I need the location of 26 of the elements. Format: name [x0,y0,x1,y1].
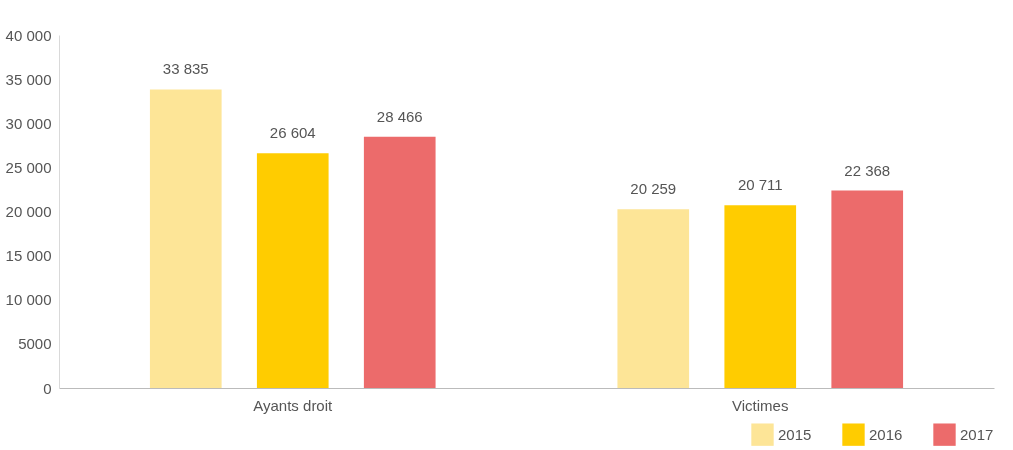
legend-label: 2016 [869,425,903,443]
data-label: 26 604 [269,124,316,142]
legend-label: 2017 [960,425,994,443]
x-tick-label: Ayants droit [253,396,334,414]
y-tick-label: 0 [43,379,52,397]
y-tick-label: 30 000 [5,114,52,132]
data-label: 20 711 [737,176,783,194]
data-label: 33 835 [162,60,209,78]
y-tick-label: 15 000 [5,247,52,265]
y-tick-label: 25 000 [5,158,52,176]
data-label: 20 259 [630,180,677,198]
bar [831,190,904,388]
y-tick-label: 20 000 [5,203,52,220]
data-label: 22 368 [844,161,891,179]
y-tick-label: 5000 [18,335,52,353]
bar [724,205,797,388]
x-tick-label: Victimes [732,396,789,414]
legend-label: 2015 [778,425,812,443]
y-tick-label: 10 000 [5,291,52,309]
bar [149,89,222,388]
bar [363,136,436,388]
bar [256,153,329,388]
bar [617,209,690,388]
data-label: 28 466 [376,107,423,125]
y-tick-label: 35 000 [5,70,52,88]
y-tick-label: 40 000 [5,26,52,44]
